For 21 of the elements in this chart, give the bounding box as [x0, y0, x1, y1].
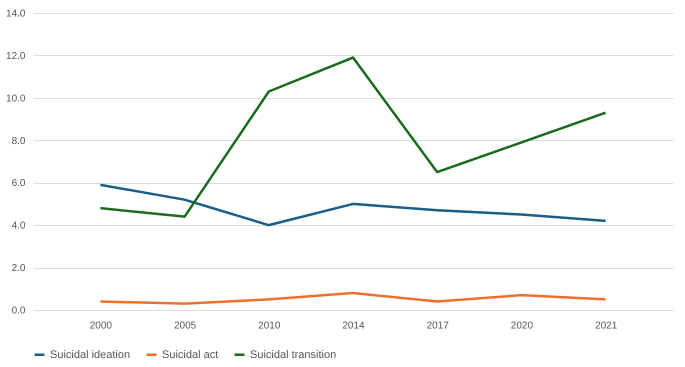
x-tick-label: 2000 [90, 320, 112, 332]
y-tick-label: 0.0 [12, 306, 26, 316]
x-tick-label: 2014 [342, 320, 366, 332]
legend-label: Suicidal transition [250, 348, 336, 361]
y-tick-label: 6.0 [12, 178, 26, 190]
legend-label: Suicidal act [162, 348, 218, 361]
x-tick-label: 2017 [426, 320, 450, 332]
x-tick-label: 2020 [510, 320, 534, 332]
y-tick-label: 10.0 [6, 93, 26, 104]
x-tick-label: 2021 [595, 320, 618, 332]
x-tick-label: 2005 [174, 320, 197, 332]
x-tick-label: 2010 [258, 320, 281, 332]
y-tick-label: 2.0 [12, 263, 26, 274]
y-tick-label: 8.0 [12, 136, 26, 147]
line-series [99, 56, 607, 218]
y-tick-label: 14.0 [6, 8, 26, 20]
line-series [99, 184, 607, 226]
legend-label: Suicidal ideation [50, 348, 130, 361]
y-tick-label: 12.0 [6, 50, 26, 62]
y-tick-label: 4.0 [12, 220, 26, 232]
line-series [99, 292, 607, 305]
